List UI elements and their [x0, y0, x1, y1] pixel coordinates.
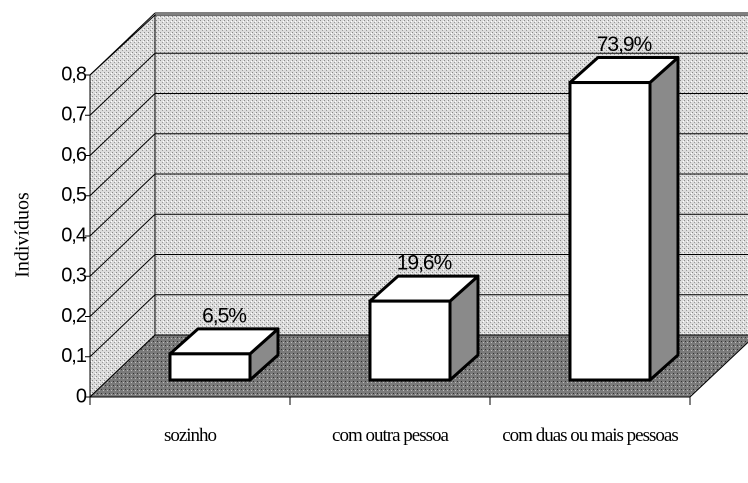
y-tick-label: 0	[76, 385, 87, 407]
grid-line	[89, 213, 156, 277]
x-tick-label: sozinho	[163, 425, 217, 446]
grid-line	[89, 52, 156, 116]
grid-line	[89, 12, 156, 76]
grid-line	[89, 93, 156, 156]
y-tick-label: 0,2	[61, 305, 87, 327]
y-tick-label: 0,4	[61, 224, 87, 246]
x-tick-label: com outra pessoa	[332, 425, 449, 446]
value-label: 19,6%	[397, 252, 452, 275]
y-tick-label: 0,6	[61, 144, 87, 166]
value-label: 6,5%	[202, 304, 246, 327]
grid-line	[89, 254, 156, 317]
y-tick-label: 0,8	[61, 63, 87, 85]
value-label: 73,9%	[597, 33, 652, 56]
x-tick-label: com duas ou mais pessoas	[502, 425, 678, 446]
grid-line	[89, 294, 156, 358]
y-tick-label: 0,1	[61, 345, 87, 367]
bar	[168, 352, 252, 382]
y-tick-label: 0,3	[61, 265, 87, 287]
bar	[568, 81, 652, 382]
y-tick-label: 0,5	[61, 184, 87, 206]
y-tick-label: 0,7	[61, 104, 87, 126]
y-axis-label: Indivíduos	[12, 192, 34, 278]
grid-line	[89, 133, 156, 197]
grid-line	[89, 173, 156, 237]
side-wall	[89, 13, 156, 399]
bar	[368, 299, 452, 382]
bar-side	[648, 56, 680, 382]
